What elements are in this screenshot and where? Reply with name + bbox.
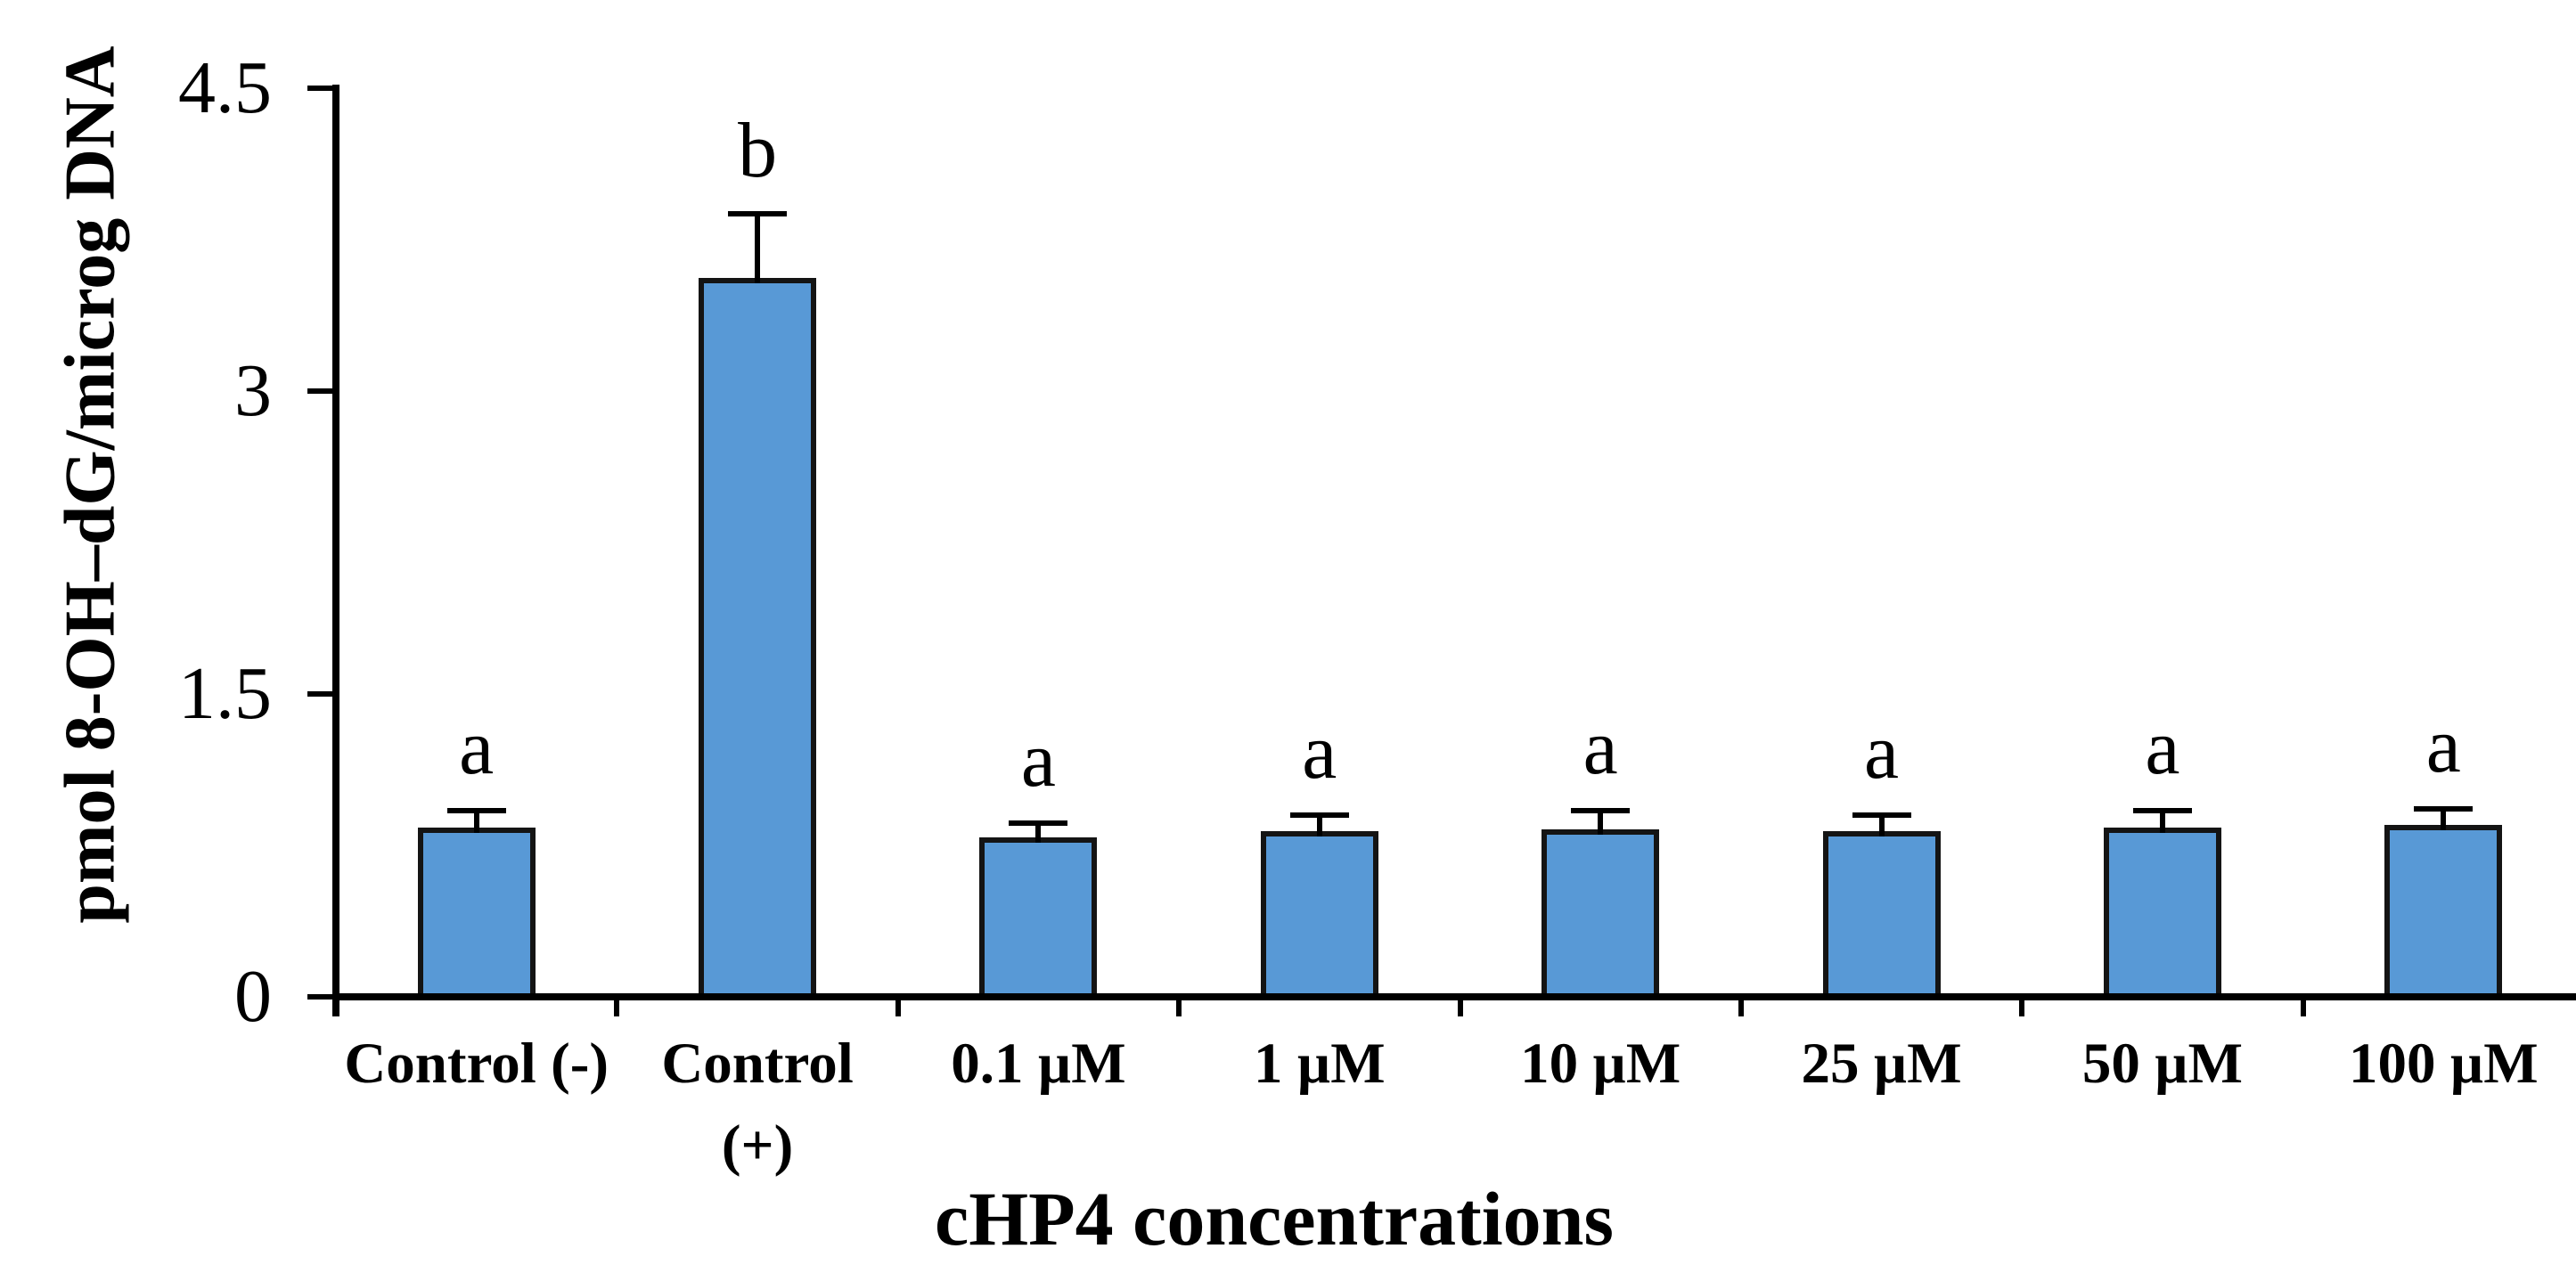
bar [417, 827, 536, 1000]
y-tick-label: 1.5 [178, 652, 272, 735]
y-axis-line [332, 85, 339, 1016]
bar [1822, 831, 1941, 1000]
x-axis-tick [1176, 997, 1182, 1016]
significance-letter: a [1020, 717, 1056, 804]
error-bar [755, 213, 761, 284]
y-axis-tick [307, 994, 332, 1000]
significance-letter: a [2425, 703, 2461, 790]
error-bar [473, 811, 479, 833]
x-tick-label: 10 µM [1520, 1032, 1681, 1096]
significance-letter: b [738, 107, 778, 194]
x-axis-tick [1457, 997, 1463, 1016]
bar [979, 836, 1098, 1000]
x-axis-tick [2300, 997, 2306, 1016]
x-tick-label: 50 µM [2081, 1032, 2243, 1096]
error-bar [1598, 811, 1604, 835]
error-bar-cap [1571, 808, 1631, 814]
y-tick-label: 4.5 [178, 46, 272, 129]
y-axis-tick [307, 691, 332, 697]
bar-chart-figure: pmol 8-OH–dG/microg DNA cHP4 concentrati… [36, 14, 2576, 1259]
x-tick-label: Control (+) [661, 1032, 854, 1178]
bar [1260, 831, 1378, 1000]
bar [1542, 828, 1660, 1000]
error-bar [2441, 809, 2447, 831]
x-axis-tick [2019, 997, 2025, 1016]
plot-area: a Control (-) b Control (+) a 0.1 µM a 1 µM a 10 µ… [36, 14, 2576, 1259]
x-tick-label: 25 µM [1801, 1032, 1962, 1096]
x-tick-label: 1 µM [1254, 1032, 1386, 1096]
error-bar [1878, 815, 1885, 837]
error-bar-cap [1009, 820, 1068, 827]
error-bar [1035, 823, 1042, 843]
significance-letter: a [1582, 705, 1618, 792]
error-bar-cap [2132, 808, 2192, 814]
error-bar-cap [1289, 812, 1349, 818]
x-axis-line [332, 993, 2576, 1000]
y-tick-label: 3 [234, 349, 272, 432]
bar [2384, 825, 2503, 1000]
bar [2103, 827, 2221, 1000]
y-axis-tick [307, 86, 332, 91]
x-tick-label: 0.1 µM [951, 1032, 1126, 1096]
x-axis-tick [614, 997, 620, 1016]
error-bar-cap [1852, 812, 1911, 818]
significance-letter: a [459, 705, 495, 792]
error-bar-cap [446, 808, 506, 814]
x-axis-tick [1738, 997, 1744, 1016]
y-axis-tick [307, 388, 332, 394]
bar [699, 278, 817, 1000]
error-bar [1316, 815, 1322, 837]
x-axis-tick [895, 997, 901, 1016]
error-bar-cap [728, 210, 788, 216]
x-tick-label: 100 µM [2349, 1032, 2539, 1096]
error-bar-cap [2414, 806, 2474, 812]
x-tick-label: Control (-) [344, 1032, 609, 1096]
significance-letter: a [2145, 705, 2180, 792]
significance-letter: a [1864, 709, 1900, 796]
error-bar [2159, 811, 2165, 833]
y-tick-label: 0 [234, 955, 272, 1038]
significance-letter: a [1302, 709, 1337, 796]
